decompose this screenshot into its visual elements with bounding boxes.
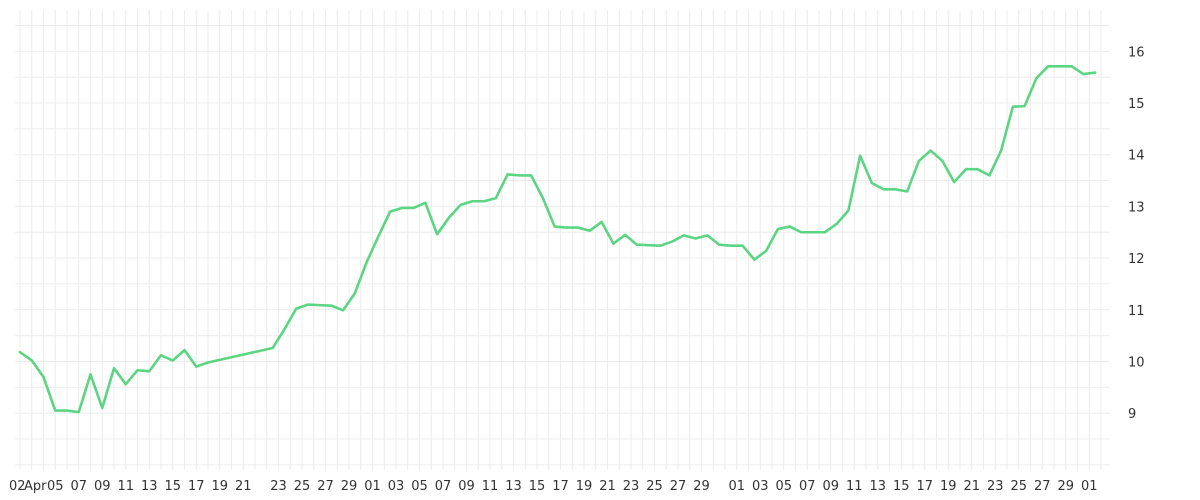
x-tick-label: 29 (1057, 479, 1074, 494)
x-tick-label: 23 (623, 479, 640, 494)
y-tick-label: 16 (1128, 45, 1145, 60)
y-axis: 9 10 11 12 13 14 15 16 (1128, 45, 1145, 422)
x-tick-label: 21 (599, 479, 616, 494)
x-tick-label: 05 (775, 479, 792, 494)
y-tick-label: 15 (1128, 97, 1145, 112)
x-tick-label: Apr (24, 479, 47, 494)
x-tick-label: 01 (728, 479, 745, 494)
series-line (18, 65, 1097, 414)
x-tick-label: 17 (188, 479, 205, 494)
y-tick-label: 9 (1128, 407, 1136, 422)
x-tick-label: 01 (1081, 479, 1098, 494)
x-tick-label: 21 (235, 479, 252, 494)
x-tick-label: 27 (1034, 479, 1051, 494)
x-tick-label: 13 (141, 479, 158, 494)
y-tick-label: 13 (1128, 200, 1145, 215)
x-tick-label: 02 (9, 479, 26, 494)
x-tick-label: 29 (341, 479, 358, 494)
x-tick-label: 15 (893, 479, 910, 494)
y-tick-label: 10 (1128, 355, 1145, 370)
x-tick-label: 29 (693, 479, 710, 494)
x-tick-label: 03 (388, 479, 405, 494)
x-tick-label: 17 (552, 479, 569, 494)
x-tick-label: 11 (482, 479, 499, 494)
x-tick-label: 07 (435, 479, 452, 494)
y-tick-label: 14 (1128, 149, 1145, 164)
y-tick-label: 11 (1128, 304, 1145, 319)
x-tick-label: 19 (211, 479, 228, 494)
x-tick-label: 15 (164, 479, 181, 494)
x-tick-label: 11 (846, 479, 863, 494)
x-tick-label: 15 (529, 479, 546, 494)
x-tick-label: 25 (294, 479, 311, 494)
grid (15, 10, 1110, 470)
x-tick-label: 17 (916, 479, 933, 494)
x-tick-label: 11 (117, 479, 134, 494)
x-tick-label: 19 (940, 479, 957, 494)
x-tick-label: 21 (963, 479, 980, 494)
x-tick-label: 05 (47, 479, 64, 494)
y-tick-label: 12 (1128, 252, 1145, 267)
x-tick-label: 07 (799, 479, 816, 494)
x-tick-label: 27 (317, 479, 334, 494)
x-tick-label: 13 (505, 479, 522, 494)
x-tick-label: 01 (364, 479, 381, 494)
x-tick-label: 23 (270, 479, 287, 494)
x-tick-label: 27 (670, 479, 687, 494)
x-tick-label: 25 (646, 479, 663, 494)
x-tick-label: 05 (411, 479, 428, 494)
x-tick-label: 23 (987, 479, 1004, 494)
x-tick-label: 07 (70, 479, 87, 494)
x-tick-label: 09 (822, 479, 839, 494)
x-tick-label: 13 (869, 479, 886, 494)
x-tick-label: 03 (752, 479, 769, 494)
x-tick-label: 19 (576, 479, 593, 494)
x-tick-label: 09 (94, 479, 111, 494)
series-layer (18, 65, 1097, 414)
x-tick-label: 09 (458, 479, 475, 494)
x-tick-label: 25 (1010, 479, 1027, 494)
